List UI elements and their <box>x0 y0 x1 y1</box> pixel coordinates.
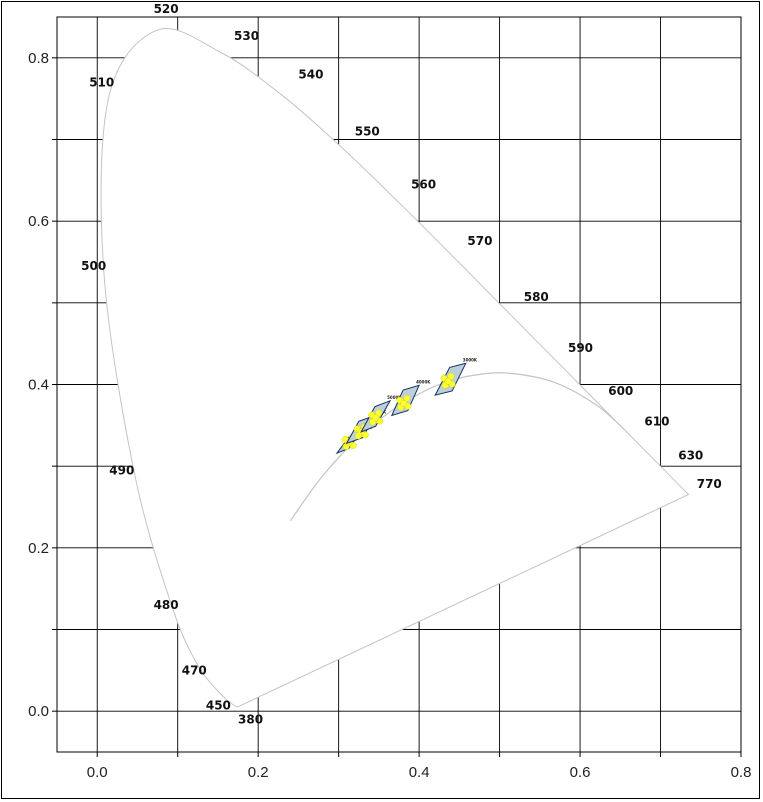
y-tick-label: 0.6 <box>28 213 49 230</box>
cct-bin-point <box>447 372 455 380</box>
y-tick-label: 0.2 <box>28 540 49 557</box>
cct-bin-label: 3000K <box>463 357 478 362</box>
wavelength-label: 450 <box>206 699 231 713</box>
y-tick-label: 0.4 <box>28 377 49 394</box>
wavelength-label: 500 <box>81 259 106 273</box>
wavelength-label: 490 <box>109 463 134 477</box>
wavelength-label: 520 <box>154 2 179 16</box>
cct-bin-point <box>372 414 380 422</box>
wavelength-label: 380 <box>238 712 263 726</box>
wavelength-label: 550 <box>355 124 380 138</box>
wavelength-label: 510 <box>89 75 114 89</box>
wavelength-label: 560 <box>411 178 436 192</box>
wavelength-label: 590 <box>568 341 593 355</box>
wavelength-label: 630 <box>678 449 703 463</box>
cct-bin-label: 4000K <box>416 379 431 384</box>
cct-bin-point <box>403 394 411 402</box>
x-tick-label: 0.8 <box>731 764 752 781</box>
wavelength-label: 470 <box>182 663 207 677</box>
x-tick-label: 0.4 <box>409 764 430 781</box>
wavelength-label: 480 <box>154 598 179 612</box>
wavelength-label: 540 <box>298 67 323 81</box>
spectral-locus <box>100 28 690 708</box>
cct-bin-label: 5000K <box>387 395 402 400</box>
wavelength-label: 600 <box>608 384 633 398</box>
wavelength-label: 530 <box>234 29 259 43</box>
wavelength-label: 580 <box>524 290 549 304</box>
cct-bin-point <box>444 377 452 385</box>
wavelength-label: 770 <box>697 477 722 491</box>
cct-bin-point <box>400 399 408 407</box>
wavelength-label: 610 <box>644 414 669 428</box>
y-tick-label: 0.0 <box>28 703 49 720</box>
cct-bin-point <box>375 409 383 417</box>
x-tick-label: 0.0 <box>87 764 108 781</box>
planckian-locus <box>289 372 625 522</box>
y-tick-label: 0.8 <box>28 50 49 67</box>
x-tick-label: 0.2 <box>248 764 269 781</box>
wavelength-label: 570 <box>467 234 492 248</box>
x-tick-label: 0.6 <box>570 764 591 781</box>
